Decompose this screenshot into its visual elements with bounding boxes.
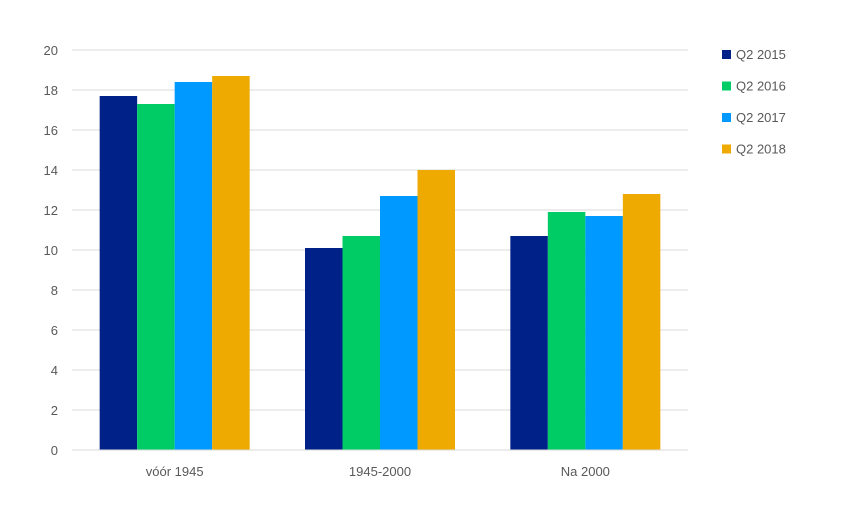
bar <box>212 76 250 450</box>
bar <box>585 216 623 450</box>
legend-label: Q2 2018 <box>736 142 786 157</box>
legend: Q2 2015 Q2 2016 Q2 2017 Q2 2018 <box>722 47 786 157</box>
x-category-label: Na 2000 <box>561 464 610 479</box>
bar <box>99 96 138 450</box>
y-tick-label: 14 <box>44 163 58 178</box>
bar <box>305 248 343 450</box>
bar <box>417 170 455 450</box>
bar <box>547 212 586 450</box>
legend-label: Q2 2017 <box>736 110 786 125</box>
x-axis-categories: vóór 1945 1945-2000 Na 2000 <box>146 464 610 479</box>
y-tick-label: 8 <box>51 283 58 298</box>
y-tick-label: 10 <box>44 243 58 258</box>
bar <box>137 104 175 450</box>
bar <box>174 82 213 450</box>
y-tick-label: 0 <box>51 443 58 458</box>
x-category-label: vóór 1945 <box>146 464 204 479</box>
legend-swatch <box>722 50 731 59</box>
y-tick-label: 4 <box>51 363 58 378</box>
y-axis-ticks: 0 2 4 6 8 10 12 14 16 18 20 <box>44 43 58 458</box>
y-tick-label: 20 <box>44 43 58 58</box>
y-tick-label: 2 <box>51 403 58 418</box>
y-tick-label: 6 <box>51 323 58 338</box>
y-tick-label: 18 <box>44 83 58 98</box>
legend-swatch <box>722 81 731 91</box>
bar <box>342 236 380 450</box>
bar <box>510 236 548 450</box>
y-tick-label: 16 <box>44 123 58 138</box>
legend-swatch <box>722 113 731 122</box>
bar <box>622 194 661 450</box>
legend-label: Q2 2015 <box>736 47 786 62</box>
legend-label: Q2 2016 <box>736 79 786 94</box>
y-tick-label: 12 <box>44 203 58 218</box>
legend-swatch <box>722 144 731 154</box>
bars <box>99 76 661 450</box>
bar <box>380 196 418 450</box>
x-category-label: 1945-2000 <box>349 464 411 479</box>
